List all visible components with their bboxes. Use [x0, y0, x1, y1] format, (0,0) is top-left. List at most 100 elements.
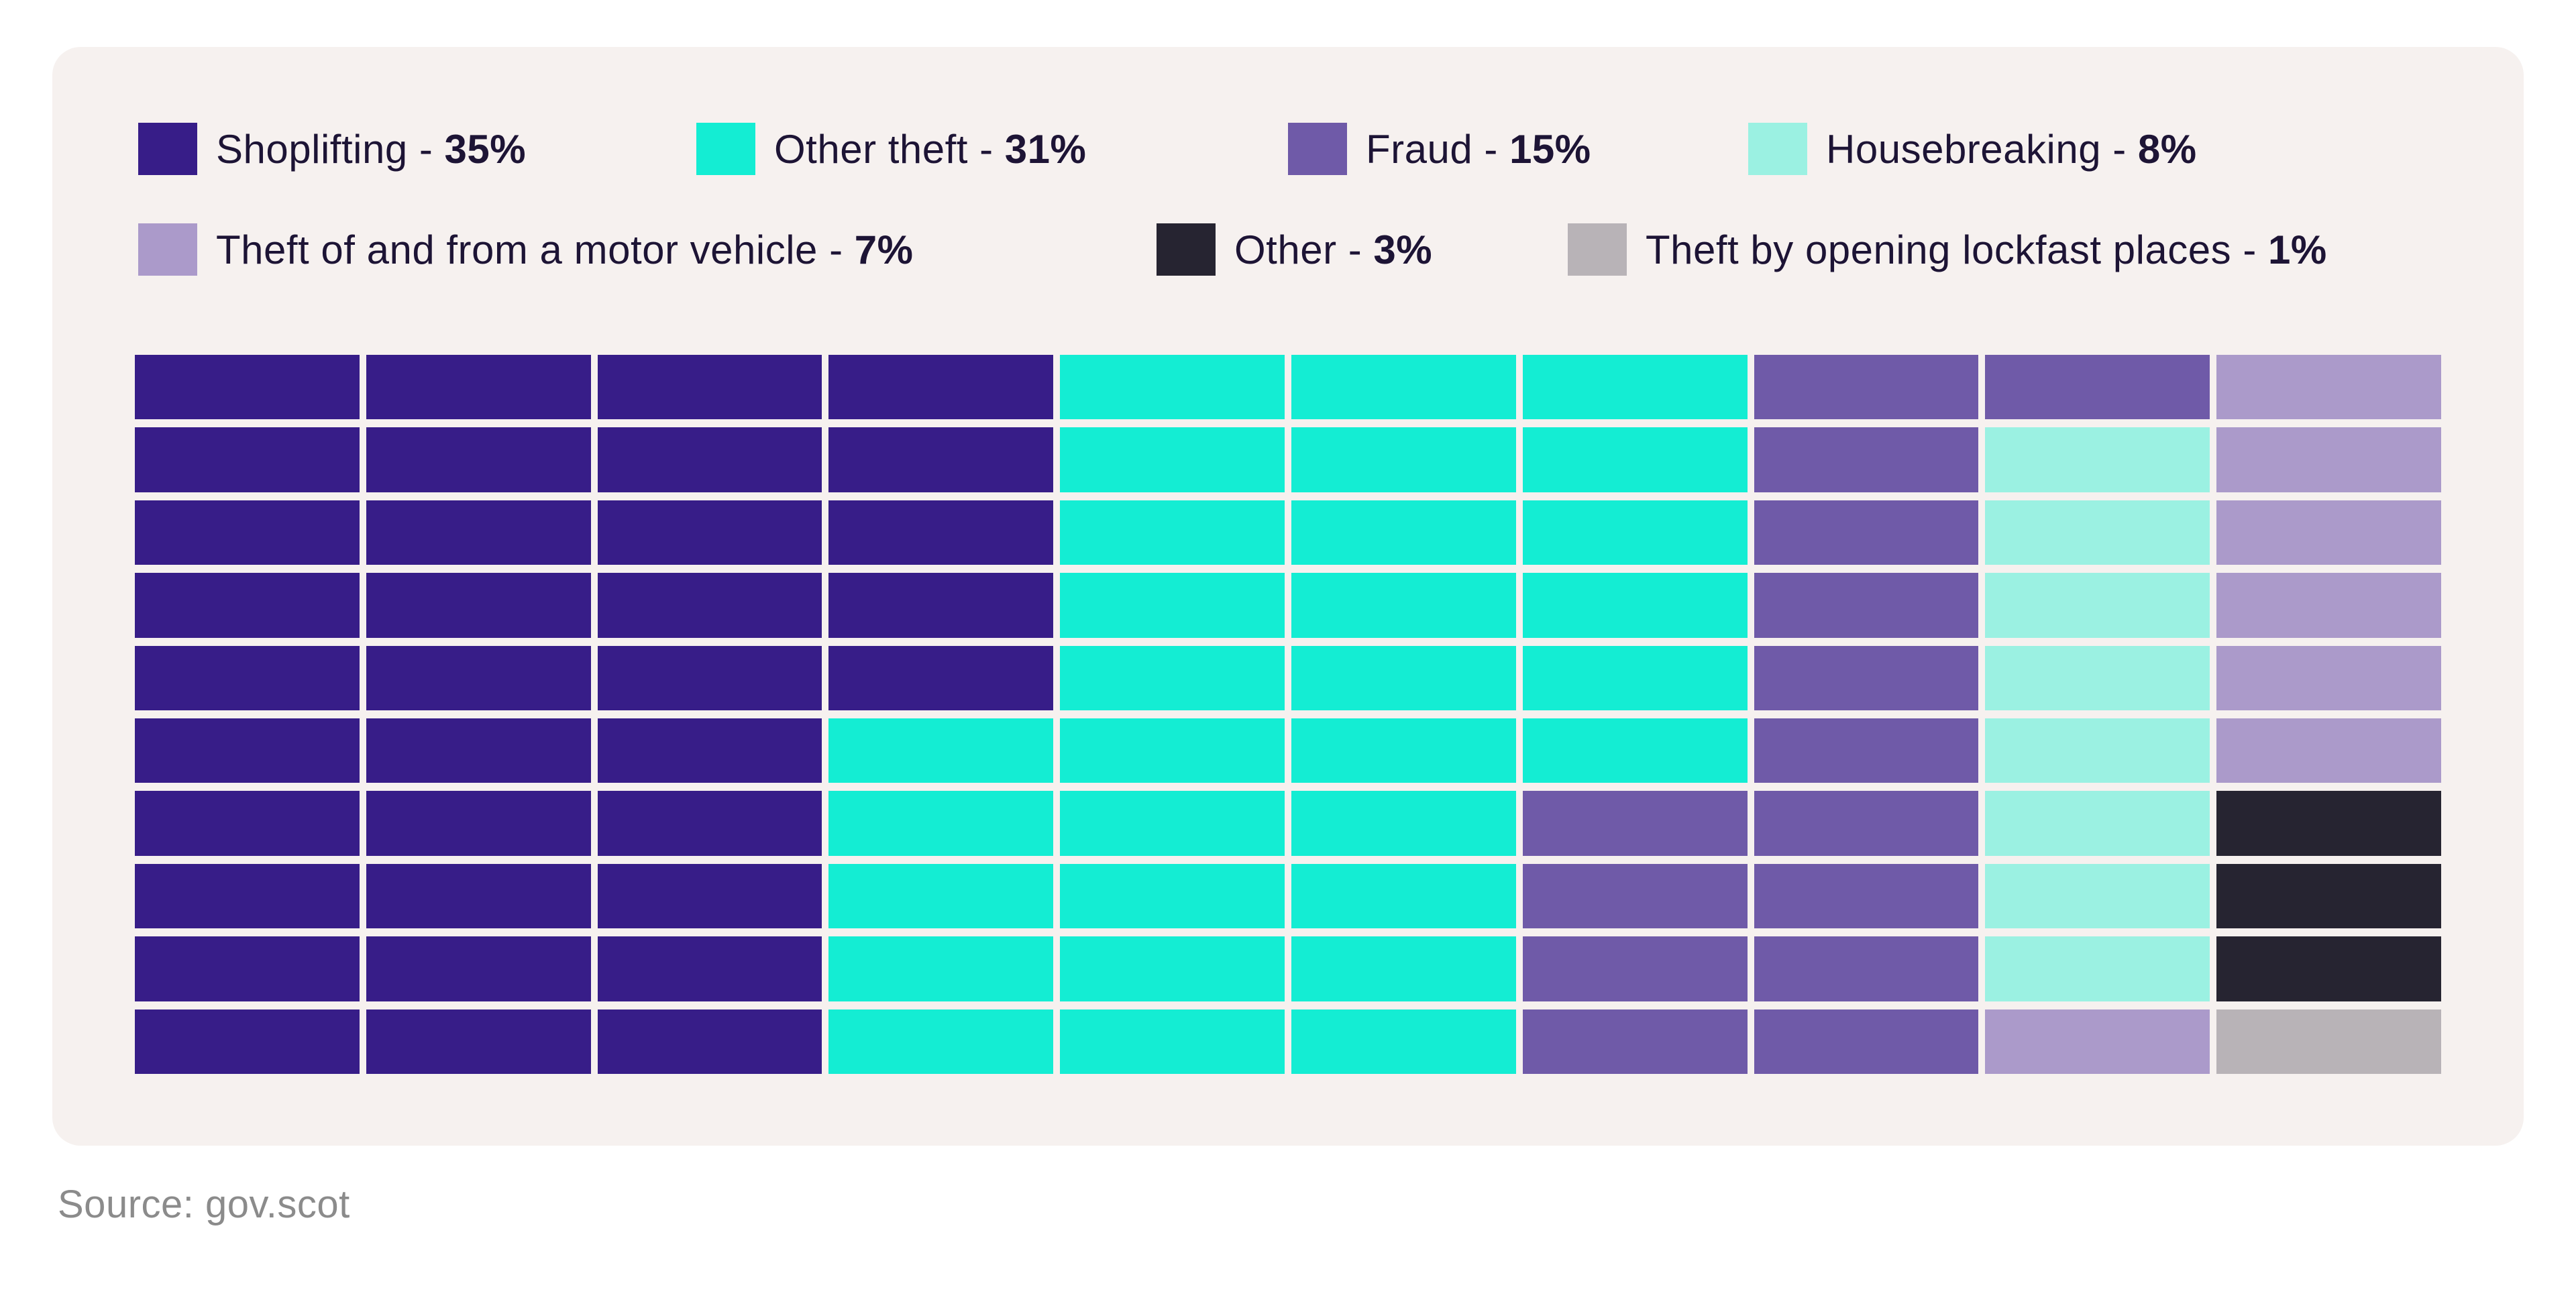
waffle-cell [1985, 573, 2210, 638]
waffle-cell [2216, 500, 2441, 565]
waffle-cell [1060, 1009, 1285, 1074]
waffle-cell [1291, 1009, 1516, 1074]
waffle-cell [597, 573, 822, 638]
source-caption: Source: gov.scot [58, 1183, 350, 1226]
waffle-cell [828, 1009, 1054, 1074]
waffle-cell [1985, 936, 2210, 1001]
waffle-cell [1754, 427, 1979, 492]
waffle-cell [1985, 645, 2210, 710]
legend-swatch [138, 223, 197, 276]
waffle-cell [1060, 355, 1285, 420]
legend-item: Shoplifting - 35% [138, 122, 526, 176]
legend-label: Shoplifting - 35% [216, 126, 527, 172]
waffle-cell [828, 645, 1054, 710]
waffle-cell [2216, 936, 2441, 1001]
waffle-cell [366, 573, 591, 638]
waffle-grid [135, 355, 2441, 1074]
waffle-cell [828, 936, 1054, 1001]
waffle-cell [135, 427, 360, 492]
waffle-cell [828, 500, 1054, 565]
waffle-cell [2216, 355, 2441, 420]
waffle-cell [828, 863, 1054, 929]
waffle-cell [1060, 791, 1285, 856]
legend-item: Other theft - 31% [696, 122, 1086, 176]
waffle-cell [1522, 791, 1748, 856]
legend-label: Fraud - 15% [1366, 126, 1591, 172]
waffle-cell [1060, 500, 1285, 565]
waffle-cell [1985, 791, 2210, 856]
waffle-cell [366, 355, 591, 420]
waffle-cell [1754, 355, 1979, 420]
legend-label: Other theft - 31% [774, 126, 1087, 172]
waffle-cell [1754, 791, 1979, 856]
legend-swatch [696, 123, 755, 175]
waffle-cell [2216, 791, 2441, 856]
waffle-cell [828, 573, 1054, 638]
legend-label: Other - 3% [1234, 227, 1433, 272]
waffle-cell [597, 645, 822, 710]
waffle-cell [828, 718, 1054, 783]
legend-percent: 31% [1004, 126, 1087, 172]
legend-swatch [138, 123, 197, 175]
waffle-cell [828, 791, 1054, 856]
waffle-cell [1060, 573, 1285, 638]
waffle-cell [135, 1009, 360, 1074]
waffle-cell [1522, 500, 1748, 565]
waffle-cell [597, 500, 822, 565]
waffle-cell [366, 427, 591, 492]
waffle-cell [1985, 863, 2210, 929]
waffle-cell [1754, 863, 1979, 929]
waffle-cell [366, 1009, 591, 1074]
waffle-cell [1060, 718, 1285, 783]
waffle-cell [597, 791, 822, 856]
waffle-cell [135, 936, 360, 1001]
waffle-cell [1060, 645, 1285, 710]
waffle-cell [2216, 1009, 2441, 1074]
legend-swatch [1568, 223, 1627, 276]
waffle-cell [597, 427, 822, 492]
legend-item: Theft of and from a motor vehicle - 7% [138, 223, 913, 276]
waffle-cell [1522, 645, 1748, 710]
waffle-cell [1754, 573, 1979, 638]
waffle-cell [1060, 427, 1285, 492]
waffle-cell [135, 718, 360, 783]
waffle-cell [2216, 573, 2441, 638]
waffle-cell [1985, 500, 2210, 565]
waffle-cell [1291, 718, 1516, 783]
chart-panel: Shoplifting - 35% Other theft - 31% Fraud … [52, 47, 2524, 1146]
waffle-cell [366, 500, 591, 565]
waffle-cell [597, 355, 822, 420]
legend-percent: 35% [444, 126, 527, 172]
waffle-cell [366, 936, 591, 1001]
waffle-cell [1291, 936, 1516, 1001]
waffle-cell [2216, 863, 2441, 929]
waffle-cell [1985, 718, 2210, 783]
legend-percent: 8% [2137, 126, 2197, 172]
waffle-cell [1291, 427, 1516, 492]
waffle-cell [597, 863, 822, 929]
waffle-cell [1985, 1009, 2210, 1074]
legend-percent: 3% [1373, 227, 1433, 272]
waffle-cell [1291, 863, 1516, 929]
waffle-cell [1291, 573, 1516, 638]
waffle-cell [366, 645, 591, 710]
waffle-cell [366, 791, 591, 856]
legend-percent: 1% [2268, 227, 2327, 272]
waffle-cell [828, 427, 1054, 492]
legend-label: Housebreaking - 8% [1826, 126, 2197, 172]
waffle-cell [1291, 645, 1516, 710]
waffle-cell [135, 863, 360, 929]
legend-swatch [1288, 123, 1347, 175]
waffle-cell [1754, 500, 1979, 565]
waffle-cell [135, 355, 360, 420]
waffle-cell [366, 863, 591, 929]
legend-label: Theft of and from a motor vehicle - 7% [216, 227, 914, 272]
waffle-cell [1291, 791, 1516, 856]
waffle-cell [1522, 863, 1748, 929]
waffle-cell [1291, 500, 1516, 565]
waffle-cell [1522, 573, 1748, 638]
waffle-cell [1754, 718, 1979, 783]
waffle-cell [1754, 1009, 1979, 1074]
legend-item: Other - 3% [1157, 223, 1432, 276]
waffle-cell [366, 718, 591, 783]
